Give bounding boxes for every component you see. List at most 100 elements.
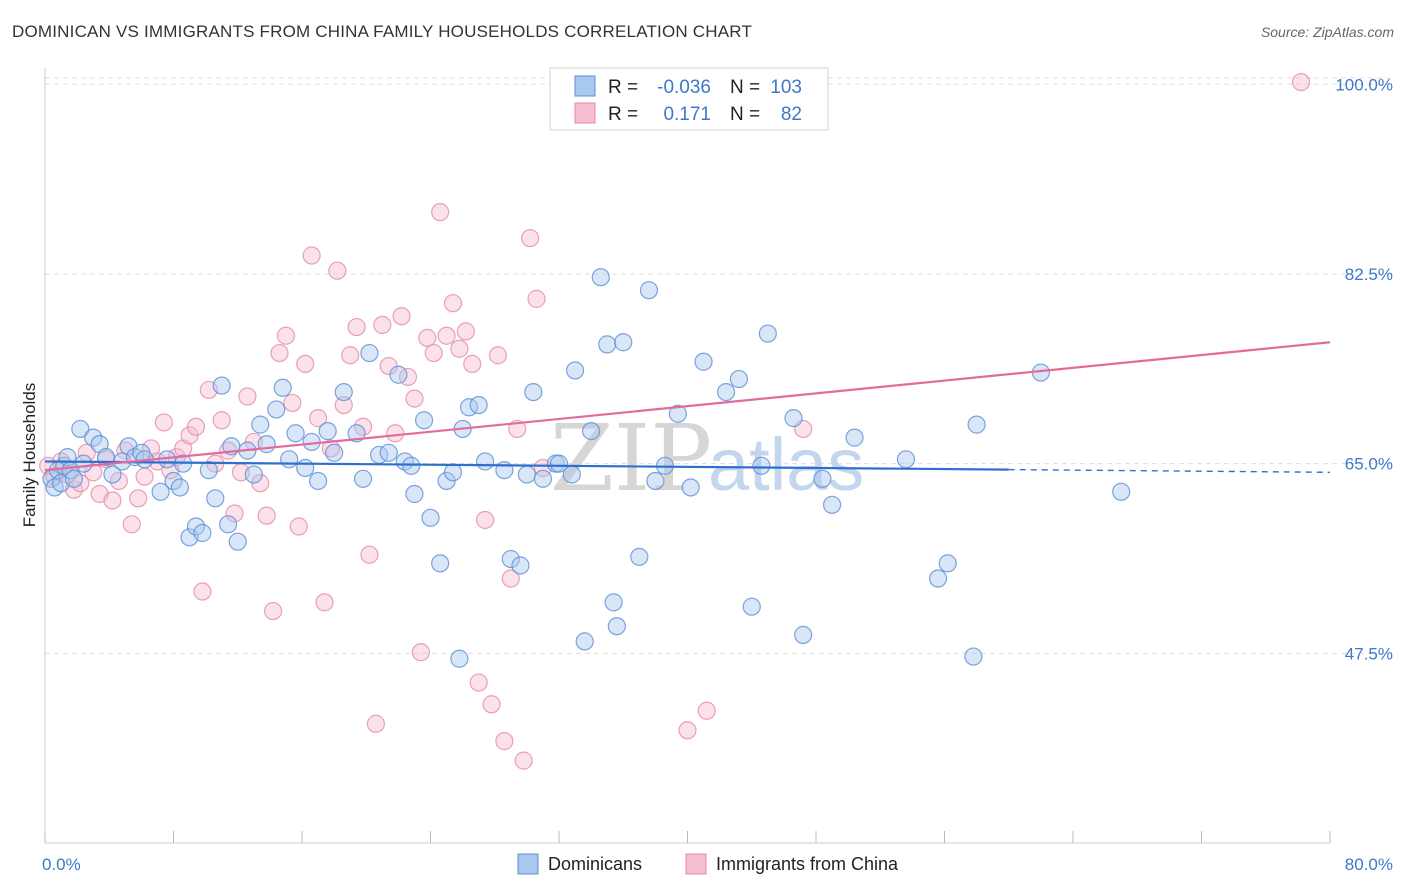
dominican-point (414, 411, 434, 430)
y-tick-label: 100.0% (1335, 75, 1393, 94)
dominican-point (199, 461, 218, 480)
y-tick-label: 65.0% (1345, 455, 1393, 474)
dominican-trend-extension (1008, 468, 1331, 474)
dominican-point (813, 469, 832, 488)
dominican-point (742, 597, 761, 616)
china-point (154, 413, 173, 432)
china-point (405, 389, 424, 408)
china-point (411, 643, 430, 662)
dominican-point (360, 343, 379, 363)
china-point (193, 582, 212, 601)
china-point (501, 569, 520, 588)
china-point (308, 409, 328, 428)
dominican-point (353, 469, 373, 488)
dominican-point (334, 382, 353, 402)
chart-title: DOMINICAN VS IMMIGRANTS FROM CHINA FAMIL… (12, 22, 753, 41)
dominican-point (389, 365, 408, 384)
dominican-point (402, 456, 421, 475)
dominican-point (325, 443, 344, 462)
dominican-point (257, 435, 276, 454)
china-point (431, 203, 450, 222)
china-point (296, 354, 315, 374)
x-tick-label-end: 80.0% (1345, 855, 1393, 874)
china-point (386, 424, 405, 443)
watermark: ZIP atlas (550, 405, 864, 512)
dominican-point (845, 428, 864, 447)
dominican-point (469, 395, 488, 415)
china-point (476, 510, 495, 530)
dominican-point (607, 617, 626, 636)
legend-r-label-1: R = (608, 77, 638, 98)
dominican-point (347, 424, 366, 443)
series-legend: Dominicans Immigrants from China (517, 853, 899, 875)
series-label-dominicans: Dominicans (548, 854, 642, 874)
series-swatch-china (685, 853, 707, 875)
dominican-point (244, 465, 263, 484)
china-point (697, 701, 716, 720)
dominican-point (614, 333, 633, 352)
dominican-point (170, 478, 190, 497)
dominican-trend-line (44, 460, 1009, 471)
dominican-point (511, 556, 530, 575)
watermark-atlas: atlas (708, 423, 864, 506)
legend-swatch-blue (574, 75, 596, 97)
dominican-point (639, 281, 659, 300)
dominican-point (71, 419, 90, 439)
china-point (109, 471, 128, 491)
china-point (443, 294, 463, 313)
china-point (347, 317, 366, 337)
china-point (129, 489, 148, 508)
dominican-point (517, 465, 536, 484)
dominican-point (476, 452, 495, 471)
china-point (418, 328, 437, 347)
dominican-point (928, 569, 948, 588)
dominican-point (758, 324, 777, 343)
dominican-point (822, 495, 842, 514)
legend: R = -0.036 N = 103 R = 0.171 N = 82 (549, 67, 829, 131)
dominican-point (681, 478, 700, 497)
dominican-point (896, 450, 916, 469)
china-point (424, 343, 443, 363)
china-point (270, 343, 289, 363)
china-point (360, 545, 379, 564)
dominican-point (251, 415, 270, 434)
china-point (103, 491, 122, 510)
china-point (122, 515, 141, 534)
dominican-point (967, 415, 986, 434)
china-point (135, 467, 154, 486)
dominican-point (228, 532, 247, 551)
china-point (508, 419, 527, 439)
china-point (186, 417, 206, 436)
legend-n-value-2: 82 (781, 104, 802, 125)
y-axis-label: Family Households (20, 383, 39, 528)
dominican-point (1112, 482, 1131, 501)
china-point (353, 417, 373, 436)
china-trend-line (44, 341, 1331, 472)
dominican-point (103, 465, 122, 484)
dominican-point (729, 369, 749, 389)
china-point (495, 732, 514, 751)
dominican-point (524, 382, 543, 402)
chart-source: Source: ZipAtlas.com (1260, 24, 1394, 40)
dominican-point (604, 593, 623, 612)
dominican-point (495, 461, 514, 480)
china-point (283, 393, 302, 413)
china-point (514, 751, 533, 770)
dominican-point (206, 489, 225, 508)
dominican-point (280, 450, 299, 469)
dominican-point (668, 404, 687, 423)
china-point (289, 517, 308, 536)
legend-n-label-2: N = (730, 104, 760, 125)
china-point (334, 395, 353, 415)
dominican-point (964, 647, 983, 666)
y-tick-label: 47.5% (1345, 644, 1393, 663)
dominican-point (549, 454, 569, 473)
china-point (456, 322, 475, 341)
grid-lines (45, 77, 1395, 654)
y-tick-label: 82.5% (1345, 265, 1393, 284)
dominican-point (562, 465, 581, 484)
dominican-point (591, 268, 610, 287)
dominican-point (267, 400, 286, 419)
china-point (315, 593, 334, 612)
x-tick-label-start: 0.0% (42, 855, 81, 874)
